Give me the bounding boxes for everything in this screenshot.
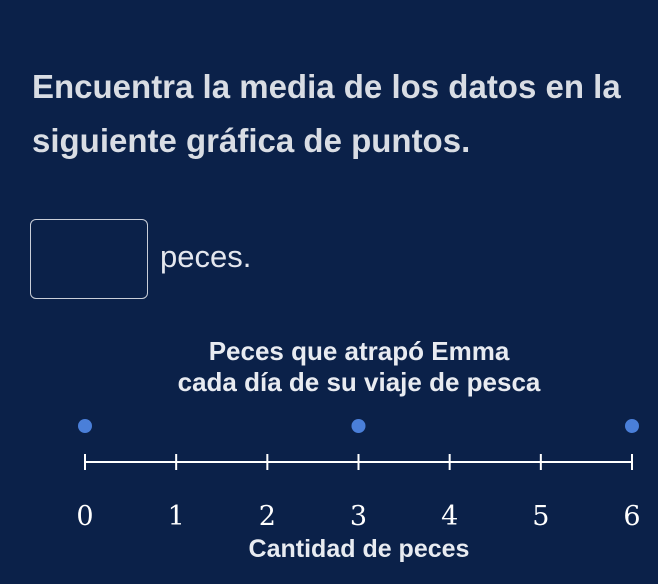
question-line-2: siguiente gráfica de puntos.	[32, 122, 471, 159]
answer-row: peces.	[30, 219, 251, 299]
chart-title-block: Peces que atrapó Emma cada día de su via…	[0, 336, 658, 398]
question-line-1: Encuentra la media de los datos en la	[32, 68, 621, 105]
x-axis-label: Cantidad de peces	[248, 535, 470, 563]
chart-title: Peces que atrapó Emma	[208, 336, 510, 366]
x-tick-label: 1	[168, 501, 185, 532]
data-dot	[625, 419, 639, 433]
x-tick-label: 3	[350, 501, 367, 532]
x-tick-label: 5	[532, 501, 549, 532]
x-tick-label: 0	[76, 501, 93, 532]
chart-subtitle: cada día de su viaje de pesca	[177, 367, 541, 397]
data-dot	[78, 419, 92, 433]
answer-unit: peces.	[160, 239, 252, 274]
x-tick-label: 6	[623, 501, 640, 532]
answer-input[interactable]	[30, 219, 148, 299]
x-tick-label: 4	[441, 501, 458, 532]
question-text: Encuentra la media de los datos en la si…	[32, 60, 642, 168]
x-tick-label: 2	[259, 501, 276, 532]
data-dot	[351, 419, 366, 433]
